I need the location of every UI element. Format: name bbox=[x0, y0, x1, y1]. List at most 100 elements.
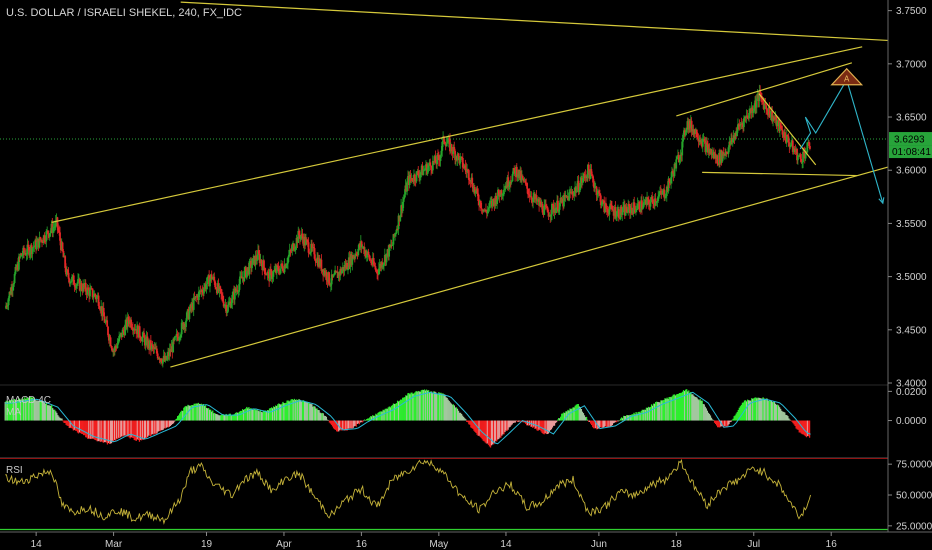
macd-bar bbox=[65, 420, 67, 425]
macd-bar bbox=[161, 420, 163, 431]
candle-body bbox=[306, 240, 309, 243]
macd-bar bbox=[466, 420, 468, 422]
macd-bar bbox=[796, 420, 798, 430]
macd-bar bbox=[15, 400, 18, 421]
macd-bar bbox=[210, 409, 212, 421]
trendline-channel-top[interactable] bbox=[51, 46, 863, 223]
candle-body bbox=[263, 260, 265, 268]
macd-bar bbox=[638, 411, 640, 421]
macd-bar bbox=[752, 398, 754, 421]
macd-bar bbox=[204, 405, 207, 421]
macd-bar bbox=[805, 420, 808, 438]
candle-body bbox=[721, 152, 724, 162]
trendline-channel-bottom[interactable] bbox=[170, 166, 889, 368]
macd-bar bbox=[725, 420, 727, 427]
macd-bar bbox=[9, 400, 12, 421]
macd-bar bbox=[194, 403, 196, 421]
macd-bar bbox=[491, 420, 494, 445]
candle-body bbox=[178, 337, 181, 340]
candle-body bbox=[671, 171, 673, 178]
macd-bar bbox=[413, 393, 415, 421]
candle-body bbox=[203, 288, 205, 294]
projection-path[interactable] bbox=[799, 78, 884, 204]
macd-bar bbox=[14, 399, 17, 421]
macd-bar bbox=[243, 409, 245, 421]
candle-body bbox=[121, 329, 124, 338]
candle-body bbox=[111, 348, 114, 352]
macd-bar bbox=[277, 404, 279, 421]
macd-bar bbox=[539, 420, 541, 431]
candle-body bbox=[446, 142, 449, 144]
macd-bar bbox=[4, 401, 6, 421]
macd-bar bbox=[722, 420, 724, 427]
macd-pane[interactable] bbox=[4, 389, 811, 448]
last-price-badge bbox=[889, 132, 932, 146]
macd-bar bbox=[412, 393, 414, 421]
macd-bar bbox=[294, 399, 297, 421]
candle-body bbox=[110, 346, 113, 349]
trendline-triangle-upper[interactable] bbox=[758, 93, 817, 166]
macd-bar bbox=[100, 420, 102, 442]
macd-bar bbox=[541, 420, 543, 434]
macd-bar bbox=[649, 406, 652, 421]
macd-bar bbox=[592, 420, 594, 428]
candle-body bbox=[474, 190, 477, 193]
candle-body bbox=[476, 188, 479, 194]
candle-body bbox=[781, 129, 784, 135]
trendline-long-resistance[interactable] bbox=[180, 1, 889, 42]
macd-bar bbox=[613, 420, 616, 423]
candle-body bbox=[790, 145, 792, 147]
macd-bar bbox=[56, 412, 58, 421]
candle-body bbox=[632, 202, 635, 215]
candle-body bbox=[547, 212, 550, 217]
macd-bar bbox=[315, 408, 317, 421]
candle-body bbox=[746, 115, 749, 118]
macd-bar bbox=[255, 410, 257, 421]
macd-bar bbox=[406, 395, 408, 421]
macd-bar bbox=[546, 420, 548, 435]
macd-bar bbox=[211, 411, 213, 421]
macd-bar bbox=[38, 401, 40, 421]
trendline-wedge-top[interactable] bbox=[676, 62, 853, 117]
macd-bar bbox=[368, 418, 370, 421]
candle-body bbox=[611, 205, 613, 210]
macd-bar bbox=[197, 402, 199, 421]
macd-bar bbox=[726, 420, 728, 428]
candle-body bbox=[95, 296, 98, 299]
macd-bar bbox=[543, 420, 545, 435]
macd-bar bbox=[608, 420, 610, 427]
macd-bar bbox=[209, 409, 211, 421]
macd-bar bbox=[224, 415, 226, 421]
macd-bar bbox=[682, 390, 685, 421]
macd-bar bbox=[86, 420, 88, 438]
candle-body bbox=[62, 251, 65, 258]
macd-bar bbox=[737, 409, 739, 421]
macd-bar bbox=[323, 415, 325, 421]
candle-body bbox=[543, 205, 546, 215]
macd-bar bbox=[403, 397, 405, 421]
triangle-marker[interactable] bbox=[830, 67, 864, 86]
macd-bar bbox=[333, 420, 336, 430]
macd-bar bbox=[244, 409, 246, 421]
candle-body bbox=[541, 203, 544, 213]
macd-bar bbox=[168, 420, 171, 427]
macd-bar bbox=[365, 419, 368, 421]
candle-body bbox=[160, 358, 163, 362]
macd-bar bbox=[390, 405, 393, 421]
candle-body bbox=[748, 113, 750, 119]
price-pane[interactable]: A bbox=[0, 1, 889, 368]
candle-body bbox=[755, 98, 758, 108]
candle-body bbox=[124, 324, 127, 336]
macd-bar bbox=[699, 398, 701, 421]
macd-bar bbox=[260, 411, 262, 421]
candle-body bbox=[220, 289, 223, 294]
candle-body bbox=[461, 156, 463, 158]
macd-bar bbox=[727, 420, 729, 426]
macd-bar bbox=[40, 400, 43, 421]
candle-body bbox=[527, 188, 529, 195]
trendline-triangle-lower[interactable] bbox=[702, 171, 858, 177]
macd-bar bbox=[582, 413, 585, 421]
macd-bar bbox=[671, 396, 673, 421]
countdown-label: 01:08:41 bbox=[892, 147, 931, 158]
